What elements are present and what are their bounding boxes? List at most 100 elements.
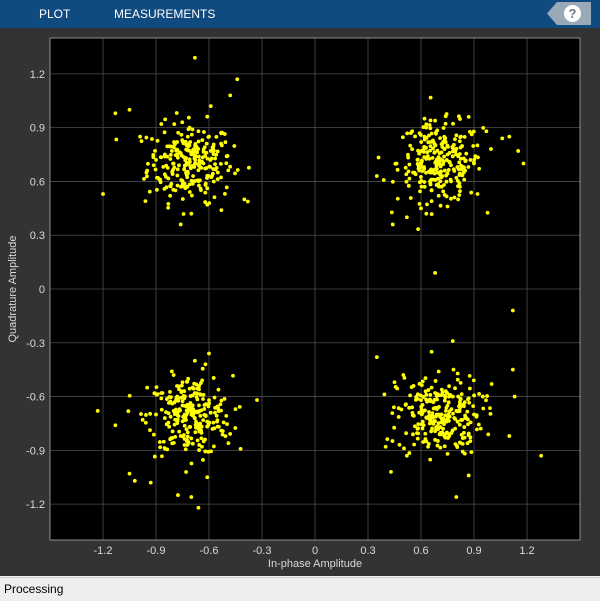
- scatter-point: [185, 430, 190, 435]
- scatter-point: [173, 434, 178, 439]
- scatter-point: [190, 181, 195, 186]
- scatter-point: [454, 495, 459, 499]
- scatter-point: [148, 411, 153, 416]
- scatter-point: [219, 428, 224, 433]
- scatter-point: [187, 190, 192, 194]
- scatter-point: [189, 495, 194, 499]
- scatter-point: [442, 433, 447, 438]
- scatter-point: [175, 417, 180, 422]
- constellation-chart: -1.2 -0.9 -0.6 -0.3 0 0.3 0.6 0.9 1.2 1.2 0.9 0.6 0…: [7, 37, 581, 570]
- scatter-point: [456, 167, 461, 172]
- y-tick-labels: 1.2 0.9 0.6 0.3 0 -0.3 -0.6 -0.9 -1.2: [26, 69, 45, 511]
- x-tick-label: 1.2: [519, 545, 534, 557]
- scatter-point: [213, 410, 217, 415]
- scatter-point: [404, 179, 409, 184]
- scatter-point: [478, 426, 483, 431]
- scatter-point: [194, 425, 198, 430]
- scatter-point: [162, 446, 167, 450]
- scatter-point: [451, 411, 455, 416]
- scatter-point: [197, 443, 202, 447]
- scatter-point: [225, 422, 229, 427]
- scatter-point: [192, 358, 197, 363]
- scatter-point: [400, 135, 405, 140]
- scatter-point: [432, 398, 437, 402]
- scatter-point: [423, 376, 428, 381]
- scatter-point: [433, 391, 438, 395]
- scatter-point: [425, 415, 430, 420]
- scatter-point: [413, 424, 417, 429]
- scatter-point: [183, 139, 188, 144]
- scatter-point: [455, 445, 460, 450]
- scatter-point: [189, 412, 194, 417]
- scatter-point: [484, 129, 489, 134]
- scatter-point: [183, 394, 187, 399]
- scatter-point: [453, 386, 457, 391]
- scatter-point: [168, 414, 173, 419]
- scatter-point: [423, 431, 428, 436]
- scatter-point: [211, 376, 216, 380]
- help-icon: ?: [564, 5, 581, 22]
- scatter-point: [425, 154, 430, 158]
- scatter-point: [423, 389, 428, 394]
- scatter-point: [184, 439, 189, 444]
- scatter-point: [406, 183, 411, 188]
- tab-plot[interactable]: PLOT: [39, 7, 71, 21]
- scatter-point: [457, 181, 462, 186]
- help-button[interactable]: ?: [547, 2, 591, 25]
- scatter-point: [407, 405, 412, 410]
- scatter-point: [182, 163, 187, 168]
- scatter-point: [172, 422, 177, 427]
- scatter-point: [507, 434, 512, 438]
- scatter-point: [200, 159, 204, 164]
- scatter-point: [441, 189, 446, 194]
- scatter-point: [429, 188, 434, 193]
- scatter-point: [421, 423, 426, 428]
- scatter-point: [190, 164, 194, 168]
- scatter-point: [457, 184, 462, 189]
- scatter-point: [438, 445, 443, 450]
- scatter-point: [429, 385, 434, 390]
- scatter-point: [171, 440, 176, 445]
- scatter-point: [429, 429, 434, 434]
- scatter-point: [208, 104, 213, 109]
- scatter-point: [201, 149, 206, 154]
- x-tick-labels: -1.2 -0.9 -0.6 -0.3 0 0.3 0.6 0.9 1.2: [94, 545, 535, 557]
- scatter-point: [223, 434, 228, 439]
- scatter-point: [162, 172, 167, 177]
- scatter-point: [216, 424, 221, 429]
- scatter-point: [169, 369, 174, 374]
- tab-measurements[interactable]: MEASUREMENTS: [114, 7, 216, 21]
- scatter-point: [185, 134, 190, 139]
- scatter-point: [186, 115, 191, 120]
- scatter-point: [178, 222, 183, 227]
- scatter-point: [210, 426, 215, 431]
- scatter-point: [419, 165, 423, 169]
- scatter-point: [207, 401, 212, 406]
- scatter-point: [457, 408, 462, 412]
- scatter-point: [396, 406, 401, 411]
- scatter-point: [224, 154, 229, 159]
- scatter-point: [421, 440, 426, 444]
- scatter-point: [442, 444, 447, 449]
- scatter-point: [425, 399, 429, 404]
- scatter-point: [203, 190, 208, 195]
- scatter-point: [417, 180, 422, 185]
- x-tick-label: -0.9: [147, 545, 166, 557]
- scatter-point: [170, 149, 174, 153]
- scatter-point: [444, 408, 448, 413]
- scatter-point: [446, 168, 451, 172]
- scatter-point: [196, 139, 201, 144]
- y-tick-label: -1.2: [26, 499, 45, 511]
- scatter-point: [416, 227, 420, 232]
- scatter-point: [182, 389, 187, 394]
- scatter-point: [444, 158, 449, 162]
- scatter-point: [211, 179, 216, 184]
- scatter-point: [404, 402, 408, 407]
- x-tick-label: 0.6: [413, 545, 428, 557]
- scatter-point: [160, 454, 164, 459]
- scatter-point: [486, 432, 491, 437]
- scatter-point: [192, 391, 197, 395]
- scatter-point: [215, 405, 220, 410]
- scatter-point: [436, 182, 441, 187]
- scatter-point: [422, 184, 427, 189]
